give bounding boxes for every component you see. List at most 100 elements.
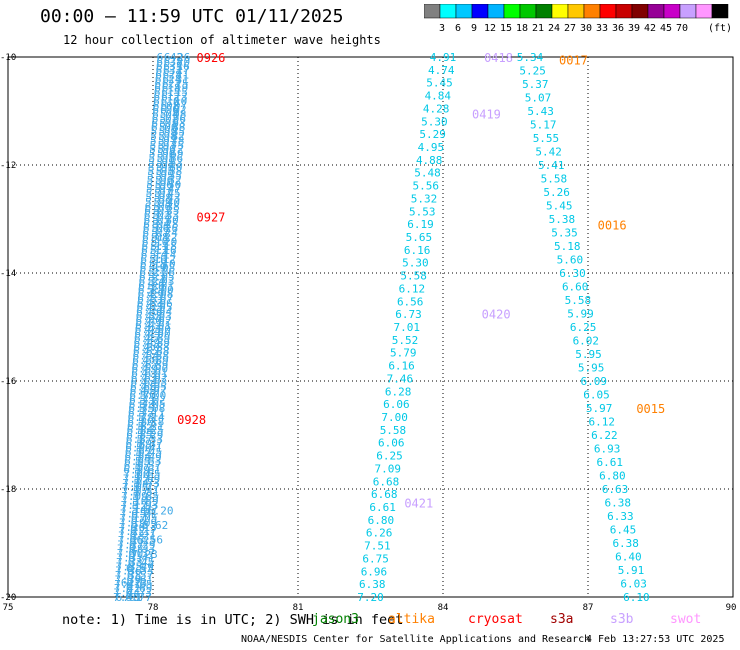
wave-height-value: 5.81 bbox=[133, 486, 160, 499]
wave-height-value: 5.32 bbox=[411, 192, 438, 205]
wave-height-value: 6.71 bbox=[129, 393, 156, 406]
satellite-legend-item: swot bbox=[670, 612, 702, 627]
wave-height-value: 6.61 bbox=[369, 501, 396, 514]
wave-height-value: 6.62 bbox=[142, 519, 169, 532]
color-scale-label: 15 bbox=[500, 23, 512, 34]
wave-height-value: 6.35 bbox=[137, 301, 164, 314]
wave-height-value: 6.75 bbox=[362, 552, 389, 565]
wave-height-value: 7.00 bbox=[123, 468, 150, 481]
wave-height-value: 5.00 bbox=[140, 389, 167, 402]
x-tick-label: 90 bbox=[726, 603, 737, 613]
wave-height-value: 4.95 bbox=[418, 141, 445, 154]
wave-height-value: 6.02 bbox=[144, 209, 171, 222]
wave-height-value: 5.72 bbox=[157, 143, 184, 156]
wave-height-value: 5.25 bbox=[137, 424, 164, 437]
wave-height-value: 7.23 bbox=[118, 530, 145, 543]
satellite-legend-item: cryosat bbox=[468, 612, 523, 627]
wave-height-value: 6.87 bbox=[126, 433, 153, 446]
y-tick-label: -14 bbox=[0, 269, 16, 279]
wave-height-value: 5.29 bbox=[419, 128, 446, 141]
wave-height-value: 4.89 bbox=[144, 332, 171, 345]
wave-height-value: 5.03 bbox=[148, 275, 175, 288]
wave-height-value: 5.33 bbox=[137, 433, 164, 446]
wave-height-value: 7.22 bbox=[118, 525, 145, 538]
wave-height-value: 5.96 bbox=[149, 148, 176, 161]
wave-height-value: 6.33 bbox=[137, 297, 164, 310]
wave-height-value: 6.12 bbox=[399, 282, 426, 295]
wave-height-value: 5.95 bbox=[575, 348, 602, 361]
wave-height-value: 6.59 bbox=[132, 363, 159, 376]
wave-height-value: 6.75 bbox=[128, 402, 155, 415]
wave-height-value: 6.13 bbox=[161, 91, 188, 104]
wave-height-value: 6.29 bbox=[129, 538, 156, 551]
wave-height-value: 5.47 bbox=[154, 183, 181, 196]
pass-label: 0927 bbox=[197, 210, 226, 224]
wave-height-value: 7.38 bbox=[115, 569, 142, 582]
wave-height-value: 6.68 bbox=[373, 475, 400, 488]
wave-height-value: 6.78 bbox=[128, 411, 155, 424]
wave-height-value: 4.94 bbox=[146, 306, 173, 319]
wave-height-value: 6.10 bbox=[153, 95, 180, 108]
wave-height-value: 6.31 bbox=[156, 64, 183, 77]
wave-height-value: 6.31 bbox=[137, 292, 164, 305]
wave-height-value: 5.58 bbox=[541, 173, 568, 186]
wave-height-value: 4.93 bbox=[145, 310, 172, 323]
wave-height-value: 4.91 bbox=[430, 51, 457, 64]
color-scale-label: 42 bbox=[644, 23, 656, 34]
wave-height-value: 5.18 bbox=[150, 240, 177, 253]
wave-height-value: 6.47 bbox=[134, 332, 161, 345]
wave-height-value: 6.33 bbox=[129, 543, 156, 556]
wave-height-value: 7.41 bbox=[114, 578, 141, 591]
wave-height-value: 4.88 bbox=[143, 341, 170, 354]
satellite-legend-item: jason3 bbox=[312, 612, 359, 627]
wave-height-value: 6.07 bbox=[143, 227, 170, 240]
wave-height-value: 4.90 bbox=[142, 363, 169, 376]
wave-height-value: 5.57 bbox=[135, 459, 162, 472]
wave-height-value: 7.25 bbox=[118, 534, 145, 547]
wave-height-value: 5.28 bbox=[152, 218, 179, 231]
wave-height-value: 6.09 bbox=[581, 375, 608, 388]
wave-height-value: 6.08 bbox=[142, 231, 169, 244]
wave-height-value: 6.64 bbox=[130, 376, 157, 389]
satellite-legend-item: altika bbox=[388, 612, 435, 627]
wave-height-value: 7.30 bbox=[117, 547, 144, 560]
wave-height-value: 5.73 bbox=[133, 477, 160, 490]
wave-height-value: 6.65 bbox=[126, 578, 153, 591]
wave-height-value: 4.89 bbox=[142, 358, 169, 371]
wave-height-value: 6.00 bbox=[145, 200, 172, 213]
wave-height-value: 6.01 bbox=[151, 117, 178, 130]
wave-height-value: 4.88 bbox=[416, 154, 443, 167]
wave-height-value: 7.02 bbox=[123, 472, 150, 485]
wave-height-value: 6.38 bbox=[604, 497, 631, 510]
wave-height-value: 5.55 bbox=[533, 132, 560, 145]
wave-height-value: 5.79 bbox=[390, 347, 417, 360]
wave-height-value: 6.38 bbox=[156, 55, 183, 68]
wave-height-value: 6.28 bbox=[155, 69, 182, 82]
wave-height-value: 5.58 bbox=[156, 165, 183, 178]
wave-height-value: 5.45 bbox=[546, 200, 573, 213]
wave-height-value: 5.10 bbox=[149, 257, 176, 270]
wave-height-value: 5.11 bbox=[138, 407, 165, 420]
wave-height-value: 6.66 bbox=[130, 380, 157, 393]
wave-height-value: 5.97 bbox=[146, 183, 173, 196]
wave-height-value: 5.69 bbox=[157, 148, 184, 161]
wave-height-value: 6.54 bbox=[133, 350, 160, 363]
wave-height-value: 6.37 bbox=[128, 547, 155, 560]
wave-height-value: 5.99 bbox=[151, 126, 178, 139]
wave-height-value: 6.03 bbox=[144, 213, 171, 226]
wave-height-value: 6.63 bbox=[131, 371, 158, 384]
wave-height-value: 4.98 bbox=[147, 288, 174, 301]
wave-height-value: 6.21 bbox=[163, 69, 190, 82]
color-scale-label: 39 bbox=[628, 23, 640, 34]
wave-height-value: 7.04 bbox=[122, 477, 149, 490]
wave-height-value: 6.82 bbox=[127, 420, 154, 433]
wave-height-value: 6.25 bbox=[162, 77, 189, 90]
wave-height-value: 7.12 bbox=[121, 499, 148, 512]
wave-height-value: 5.93 bbox=[159, 117, 186, 130]
wave-height-value: 6.42 bbox=[135, 319, 162, 332]
wave-height-value: 6.94 bbox=[124, 451, 151, 464]
wave-height-value: 4.90 bbox=[144, 328, 171, 341]
wave-height-value: 7.09 bbox=[375, 462, 402, 475]
wave-height-value: 6.43 bbox=[135, 323, 162, 336]
